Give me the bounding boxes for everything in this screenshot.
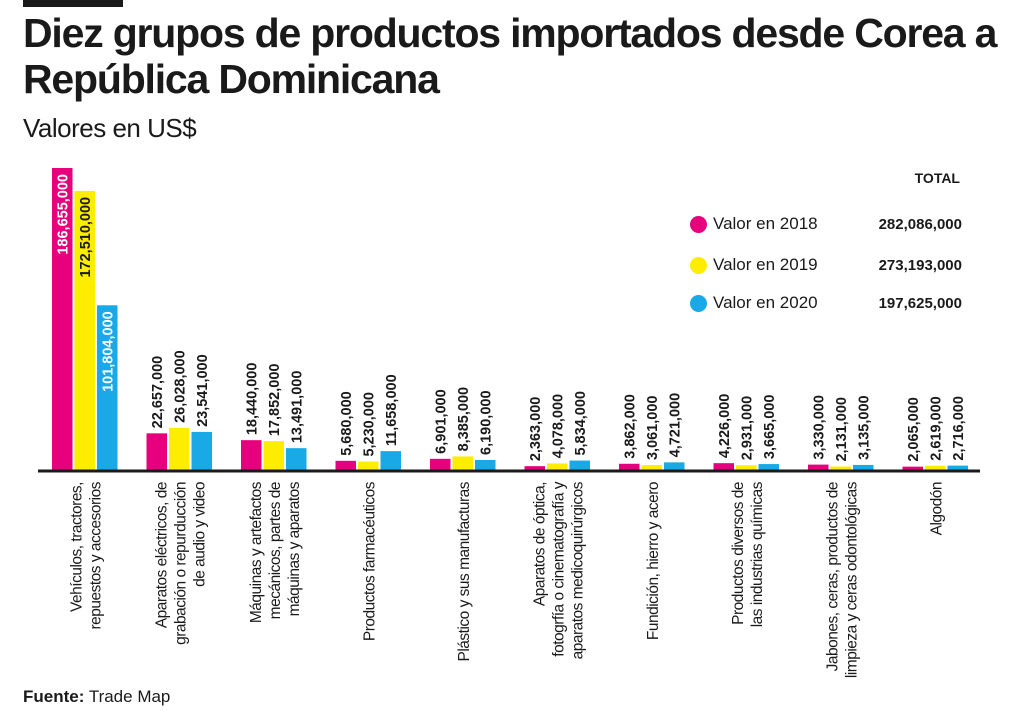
- source-label: Fuente:: [23, 687, 85, 706]
- bar-valor-en-2019-5: [547, 463, 568, 470]
- bar-valor-en-2018-6: [619, 463, 640, 470]
- legend-swatch-2020: [690, 294, 707, 312]
- category-label: Algodón: [928, 482, 945, 535]
- bar-valor-en-2019-6: [641, 465, 662, 470]
- category-label: de audio y video: [191, 482, 208, 587]
- header-accent-bar: [23, 0, 123, 7]
- value-label: 4,721,000: [667, 393, 683, 458]
- value-label: 2,931,000: [739, 396, 755, 461]
- bar-valor-en-2018-1: [146, 433, 167, 470]
- category-label: limpieza y ceras odontológicas: [843, 481, 860, 678]
- bar-valor-en-2020-8: [853, 464, 874, 470]
- value-label: 26,028,000: [172, 350, 188, 423]
- value-label: 6,901,000: [433, 389, 449, 454]
- chart-title: Diez grupos de productos importados desd…: [23, 10, 997, 102]
- value-label: 4,226,000: [717, 394, 733, 459]
- bar-valor-en-2020-0: [97, 305, 118, 470]
- category-label: Máquinas y artefactos: [248, 481, 265, 623]
- legend-label: Valor en 2019: [713, 255, 818, 274]
- legend-swatch-2019: [690, 256, 707, 274]
- value-label: 17,852,000: [267, 364, 283, 437]
- category-label: grabación o repurducción: [172, 482, 189, 645]
- bar-valor-en-2018-7: [713, 463, 734, 470]
- value-label: 22,657,000: [150, 356, 166, 429]
- legend-item-2020: Valor en 2020 197,625,000: [690, 291, 962, 315]
- bar-valor-en-2018-2: [241, 440, 262, 470]
- legend-total-value: 197,625,000: [878, 294, 962, 312]
- category-label: las industrias químicas: [749, 481, 766, 627]
- bar-valor-en-2019-4: [452, 456, 473, 470]
- category-label: Vehículos, tractores,: [68, 482, 85, 612]
- bar-valor-en-2020-1: [191, 431, 212, 470]
- bar-valor-en-2020-7: [758, 464, 779, 470]
- bar-valor-en-2018-4: [430, 458, 451, 470]
- value-label: 3,330,000: [811, 395, 827, 460]
- bar-valor-en-2020-5: [569, 460, 590, 470]
- category-label: Productos farmacéuticos: [361, 481, 378, 641]
- value-label: 2,065,000: [906, 397, 922, 462]
- value-label: 186,655,000: [55, 174, 71, 255]
- value-label: 5,230,000: [361, 392, 377, 457]
- legend-item-2019: Valor en 2019 273,193,000: [690, 253, 962, 277]
- bar-valor-en-2020-2: [286, 448, 307, 470]
- category-label: aparatos medicoquirúrgicos: [569, 481, 586, 659]
- bar-valor-en-2020-9: [947, 465, 968, 470]
- value-label: 2,619,000: [928, 396, 944, 461]
- category-label: mecánicos, partes de: [267, 482, 284, 619]
- category-label: repuestos y accesorios: [87, 481, 104, 629]
- bar-valor-en-2020-4: [475, 459, 496, 470]
- legend-label: Valor en 2020: [713, 293, 818, 312]
- category-label: Jabones, ceras, productos de: [824, 482, 841, 671]
- value-label: 13,491,000: [289, 371, 305, 444]
- value-label: 11,658,000: [384, 374, 400, 446]
- bar-valor-en-2019-3: [358, 461, 379, 470]
- legend-total-header: TOTAL: [914, 170, 960, 186]
- bar-valor-en-2018-3: [335, 460, 356, 470]
- value-label: 23,541,000: [195, 354, 211, 427]
- legend-swatch-2018: [690, 215, 707, 233]
- bar-valor-en-2019-0: [74, 190, 95, 470]
- legend-item-2018: Valor en 2018 282,086,000: [690, 212, 962, 236]
- bar-valor-en-2018-0: [52, 168, 73, 470]
- legend-total-value: 273,193,000: [878, 256, 962, 274]
- value-label: 5,834,000: [573, 391, 589, 456]
- category-label: máquinas y aparatos: [286, 481, 303, 616]
- value-label: 6,190,000: [478, 390, 494, 455]
- chart-subtitle: Valores en US$: [23, 113, 197, 143]
- value-label: 2,363,000: [528, 397, 544, 462]
- category-label: Productos diversos de: [730, 482, 747, 625]
- value-label: 172,510,000: [78, 197, 94, 278]
- category-label: Fundición, hierro y acero: [645, 482, 662, 640]
- bar-valor-en-2018-8: [808, 464, 829, 470]
- bar-valor-en-2019-2: [263, 441, 284, 470]
- value-label: 3,665,000: [762, 395, 778, 460]
- value-label: 3,061,000: [645, 396, 661, 461]
- value-label: 3,135,000: [856, 395, 872, 460]
- bar-valor-en-2020-3: [380, 451, 401, 470]
- bar-valor-en-2018-9: [902, 466, 923, 470]
- bar-valor-en-2018-5: [524, 466, 545, 470]
- source-value: Trade Map: [88, 687, 171, 706]
- bar-valor-en-2019-9: [925, 465, 946, 470]
- value-label: 4,078,000: [550, 394, 566, 459]
- value-label: 8,385,000: [456, 387, 472, 452]
- bar-valor-en-2020-6: [664, 462, 685, 470]
- bar-valor-en-2019-1: [169, 427, 190, 470]
- value-label: 5,680,000: [339, 391, 355, 456]
- value-label: 2,716,000: [951, 396, 967, 461]
- category-label: Aparatos eléctricos, de: [153, 482, 170, 628]
- bar-valor-en-2019-8: [830, 466, 851, 470]
- value-label: 101,804,000: [100, 311, 116, 392]
- value-label: 3,862,000: [622, 394, 638, 459]
- bar-chart: 186,655,000 172,510,000 101,804,000 Vehícul…: [38, 168, 980, 678]
- category-label: Aparatos de óptica,: [531, 482, 548, 606]
- bar-valor-en-2019-7: [736, 465, 757, 470]
- legend-label: Valor en 2018: [713, 214, 818, 233]
- value-label: 2,131,000: [834, 397, 850, 462]
- source-note: Fuente: Trade Map: [23, 687, 170, 707]
- legend-total-value: 282,086,000: [878, 215, 962, 233]
- category-label: Plástico y sus manufacturas: [456, 481, 473, 661]
- category-label: fotogrfía o cinematografía y: [550, 481, 567, 656]
- value-label: 18,440,000: [244, 363, 260, 436]
